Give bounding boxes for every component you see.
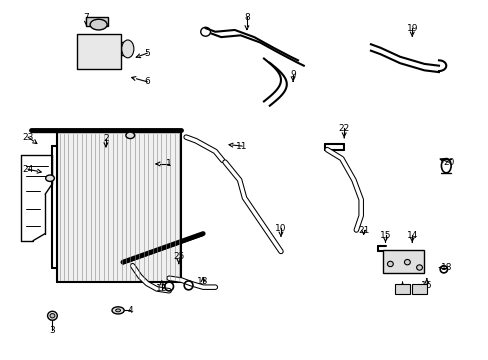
Text: 1: 1 xyxy=(166,159,172,168)
Text: 18: 18 xyxy=(440,263,451,272)
Text: 21: 21 xyxy=(357,225,368,234)
Text: 13: 13 xyxy=(197,277,208,286)
Text: 19: 19 xyxy=(406,24,417,33)
Text: 16: 16 xyxy=(420,281,432,290)
Bar xyxy=(394,284,409,294)
Text: 25: 25 xyxy=(173,252,184,261)
Bar xyxy=(86,18,108,26)
Text: 8: 8 xyxy=(244,13,249,22)
Ellipse shape xyxy=(386,261,392,267)
Text: 11: 11 xyxy=(236,141,247,150)
Text: 4: 4 xyxy=(127,306,133,315)
Ellipse shape xyxy=(112,307,124,314)
Text: 3: 3 xyxy=(49,325,55,334)
Text: 7: 7 xyxy=(83,13,89,22)
Ellipse shape xyxy=(50,314,55,318)
Text: 2: 2 xyxy=(103,134,108,143)
Ellipse shape xyxy=(116,309,120,312)
Text: 22: 22 xyxy=(338,124,349,133)
Text: 15: 15 xyxy=(379,231,390,240)
Text: 9: 9 xyxy=(290,70,295,79)
Ellipse shape xyxy=(416,265,422,270)
Text: 24: 24 xyxy=(22,165,34,174)
Text: 17: 17 xyxy=(396,284,407,293)
Ellipse shape xyxy=(122,40,134,58)
Ellipse shape xyxy=(47,311,57,320)
Text: 14: 14 xyxy=(406,231,417,240)
Bar xyxy=(382,249,424,273)
Text: 6: 6 xyxy=(144,77,150,86)
Ellipse shape xyxy=(90,19,107,30)
Bar xyxy=(411,284,426,294)
Bar xyxy=(57,132,181,282)
Text: 23: 23 xyxy=(22,132,34,141)
Ellipse shape xyxy=(404,260,409,265)
Ellipse shape xyxy=(125,132,134,139)
Text: 12: 12 xyxy=(156,284,167,293)
Text: 5: 5 xyxy=(144,49,150,58)
Text: 10: 10 xyxy=(275,224,286,233)
Bar xyxy=(77,33,120,69)
Ellipse shape xyxy=(45,175,54,181)
Text: 20: 20 xyxy=(442,158,453,167)
